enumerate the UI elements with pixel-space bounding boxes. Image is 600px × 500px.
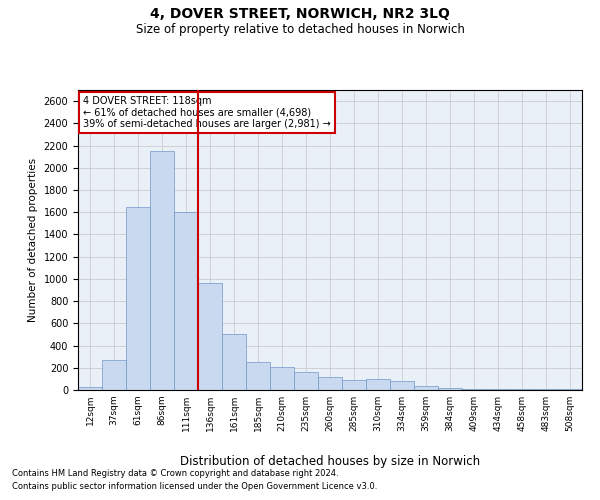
Bar	[294, 372, 318, 390]
Bar	[246, 362, 270, 390]
Text: Distribution of detached houses by size in Norwich: Distribution of detached houses by size …	[180, 455, 480, 468]
Bar	[174, 212, 198, 390]
Bar	[78, 386, 102, 390]
Bar	[102, 360, 126, 390]
Bar	[462, 389, 486, 390]
Bar	[366, 379, 390, 390]
Text: 4, DOVER STREET, NORWICH, NR2 3LQ: 4, DOVER STREET, NORWICH, NR2 3LQ	[150, 8, 450, 22]
Bar	[126, 206, 150, 390]
Text: Contains public sector information licensed under the Open Government Licence v3: Contains public sector information licen…	[12, 482, 377, 491]
Bar	[198, 284, 222, 390]
Bar	[222, 334, 246, 390]
Bar	[486, 389, 510, 390]
Bar	[414, 386, 438, 390]
Bar	[270, 366, 294, 390]
Bar	[342, 380, 366, 390]
Text: Size of property relative to detached houses in Norwich: Size of property relative to detached ho…	[136, 22, 464, 36]
Bar	[318, 376, 342, 390]
Text: Contains HM Land Registry data © Crown copyright and database right 2024.: Contains HM Land Registry data © Crown c…	[12, 468, 338, 477]
Bar	[438, 388, 462, 390]
Text: 4 DOVER STREET: 118sqm
← 61% of detached houses are smaller (4,698)
39% of semi-: 4 DOVER STREET: 118sqm ← 61% of detached…	[83, 96, 331, 129]
Bar	[150, 151, 174, 390]
Y-axis label: Number of detached properties: Number of detached properties	[28, 158, 38, 322]
Bar	[390, 381, 414, 390]
